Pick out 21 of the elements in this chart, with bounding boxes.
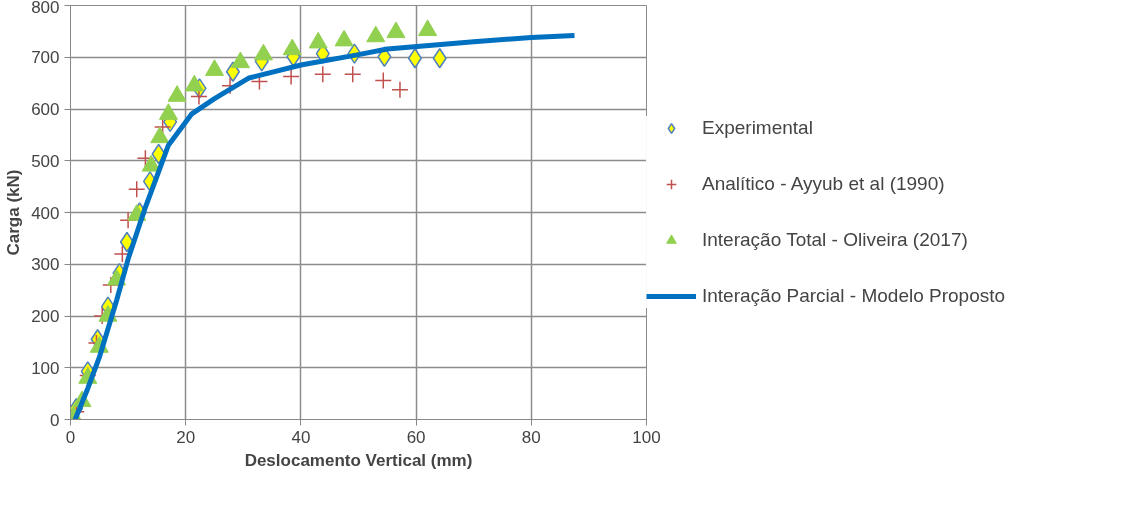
x-axis-title: Deslocamento Vertical (mm) [244,450,473,470]
y-tick-label: 600 [31,100,60,119]
y-tick-label: 100 [31,358,60,378]
x-tick-label: 100 [632,427,661,447]
y-tick-label: 700 [31,48,60,68]
y-tick-label: 800 [31,0,60,17]
y-axis-title: Carga (kN) [4,169,24,256]
legend-label: Interação Parcial - Modelo Proposto [702,285,1006,307]
x-tick-label: 0 [65,427,76,447]
y-tick-label: 500 [31,151,60,171]
legend-label: Experimental [702,117,813,139]
y-tick-label: 400 [31,203,60,223]
legend-label: Interação Total - Oliveira (2017) [702,229,968,251]
legend-label: Analítico - Ayyub et al (1990) [702,173,945,195]
y-tick-label: 0 [50,410,60,430]
x-tick-label: 40 [291,427,311,447]
x-tick-label: 60 [406,427,426,447]
y-tick-label: 300 [31,255,60,275]
x-tick-label: 20 [176,427,196,447]
y-tick-label: 200 [31,307,60,326]
x-tick-label: 80 [521,427,541,447]
